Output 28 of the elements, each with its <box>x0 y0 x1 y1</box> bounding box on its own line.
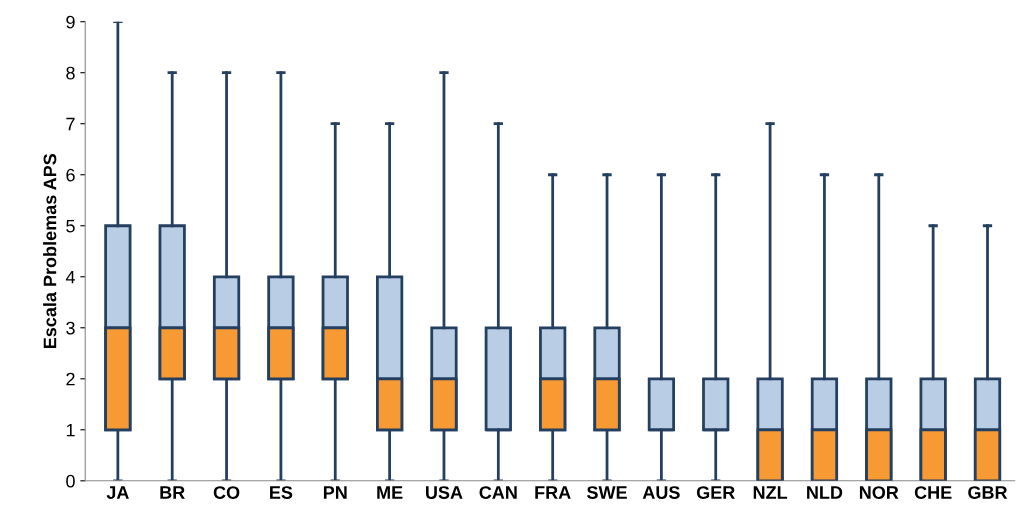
x-tick-label: GER <box>696 486 735 499</box>
x-tick-label: PN <box>323 486 347 499</box>
x-tick-label: USA <box>425 486 463 499</box>
y-tick-label: 9 <box>66 15 75 29</box>
y-tick-label: 5 <box>66 219 75 233</box>
x-tick-label: CHE <box>914 486 952 499</box>
y-tick-label: 6 <box>66 168 75 182</box>
x-tick-label: ME <box>377 486 403 499</box>
y-tick-label: 0 <box>66 474 75 488</box>
y-axis-title: Escala Problemas APS <box>43 153 57 349</box>
y-tick-label: 4 <box>65 270 75 284</box>
x-tick-label: AUS <box>642 486 680 499</box>
y-tick-label: 8 <box>66 66 75 80</box>
x-tick-label: FRA <box>535 486 571 499</box>
y-tick-label: 3 <box>66 321 75 335</box>
x-tick-label: NLD <box>807 486 843 499</box>
x-tick-label: BR <box>160 486 185 499</box>
x-tick-label: JA <box>106 486 129 499</box>
x-tick-label: CAN <box>479 486 517 499</box>
y-tick-label: 7 <box>66 117 75 131</box>
y-tick-label: 1 <box>66 423 75 437</box>
x-tick-label: SWE <box>586 486 627 499</box>
x-tick-label: NOR <box>859 486 899 499</box>
x-tick-label: NZL <box>753 486 788 499</box>
x-tick-label: CO <box>213 486 240 499</box>
x-tick-label: ES <box>270 486 293 499</box>
x-tick-label: GBR <box>968 486 1008 499</box>
y-tick-label: 2 <box>66 372 75 386</box>
